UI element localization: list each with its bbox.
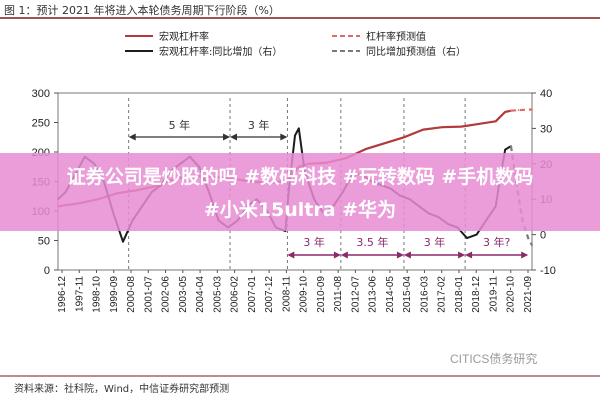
cycle-span-2-head-right xyxy=(280,133,288,141)
downturn-span-3-label: 3 年 xyxy=(424,235,446,249)
x-tick-label: 2014-05 xyxy=(385,276,396,313)
downturn-span-3-head-left xyxy=(403,251,411,259)
y-left-tick-label: 0 xyxy=(44,265,50,277)
series-point-2 xyxy=(294,134,296,137)
y-right-tick-label: -10 xyxy=(540,265,556,277)
series-point-0 xyxy=(504,110,507,113)
series-point-2 xyxy=(122,240,124,243)
series-point-0 xyxy=(460,125,463,128)
legend-label-2: 宏观杠杆率:同比增加（右） xyxy=(159,45,282,58)
x-tick-label: 2020-10 xyxy=(506,276,517,313)
downturn-span-4-head-right xyxy=(521,251,529,259)
x-tick-label: 1999-09 xyxy=(109,276,120,313)
y-right-tick-label: 40 xyxy=(540,88,552,100)
series-point-2 xyxy=(504,148,507,151)
series-point-0 xyxy=(383,142,386,145)
x-tick-label: 2012-07 xyxy=(350,276,361,313)
series-point-1 xyxy=(531,108,533,111)
downturn-span-1-head-left xyxy=(287,251,295,259)
series-point-1 xyxy=(517,109,520,112)
downturn-span-2-head-left xyxy=(340,251,348,259)
x-tick-label: 2008-11 xyxy=(281,276,292,312)
y-right-tick-label: 0 xyxy=(540,230,546,242)
series-point-0 xyxy=(364,148,367,150)
x-tick-label: 2013-06 xyxy=(368,276,379,313)
x-tick-label: 2015-04 xyxy=(402,276,413,313)
x-tick-label: 2005-03 xyxy=(212,276,223,313)
x-tick-label: 2017-02 xyxy=(437,276,448,313)
source-note: 资料来源：社科院，Wind，中信证券研究部预测 xyxy=(14,384,230,395)
y-left-tick-label: 50 xyxy=(38,236,50,248)
cycle-span-2-label: 3 年 xyxy=(248,118,270,132)
x-tick-label: 2007-12 xyxy=(264,276,275,313)
downturn-span-4-label: 3 年? xyxy=(483,235,510,249)
x-tick-label: 2019-11 xyxy=(488,276,499,312)
x-tick-label: 2003-05 xyxy=(178,276,189,313)
x-tick-label: 1997-11 xyxy=(74,276,85,312)
downturn-span-3: 3 年 xyxy=(403,235,466,259)
y-left-tick-label: 250 xyxy=(32,118,50,130)
series-point-2 xyxy=(475,233,478,236)
cycle-span-1-head-right xyxy=(223,133,231,141)
legend-label-0: 宏观杠杆率 xyxy=(159,30,209,43)
cycle-span-1-label: 5 年 xyxy=(169,118,191,132)
series-point-1 xyxy=(510,109,512,112)
downturn-span-4-head-left xyxy=(465,251,473,259)
watermark: CITICS债务研究 xyxy=(450,352,538,366)
x-tick-label: 2009-10 xyxy=(299,276,310,313)
series-point-0 xyxy=(403,136,405,139)
downturn-span-2-label: 3.5 年 xyxy=(356,235,388,249)
series-point-3 xyxy=(527,237,530,240)
x-tick-label: 2007-01 xyxy=(247,276,258,313)
x-tick-label: 2011-08 xyxy=(333,276,344,312)
series-point-2 xyxy=(466,237,468,240)
series-point-0 xyxy=(494,120,497,123)
cycle-span-1: 5 年 xyxy=(128,118,231,141)
y-left-tick-label: 300 xyxy=(32,88,50,100)
overlay-text-line2: #小米15ultra #华为 xyxy=(203,199,397,221)
cycle-span-1-head-left xyxy=(128,133,136,141)
x-tick-label: 2010-09 xyxy=(316,276,327,313)
series-point-3 xyxy=(510,145,512,148)
downturn-span-1-label: 3 年 xyxy=(303,235,325,249)
cycle-span-2: 3 年 xyxy=(230,118,288,141)
series-point-0 xyxy=(441,126,444,129)
cycle-span-2-head-left xyxy=(230,133,238,141)
x-tick-label: 2016-03 xyxy=(419,276,430,313)
series-point-0 xyxy=(479,122,482,125)
downturn-span-3-head-right xyxy=(458,251,466,259)
x-tick-label: 2018-01 xyxy=(454,276,465,313)
legend-label-3: 同比增加预测值（右） xyxy=(366,45,466,58)
y-right-tick-label: 30 xyxy=(540,123,552,135)
downturn-span-1: 3 年 xyxy=(287,235,341,259)
legend-label-1: 杠杆率预测值 xyxy=(366,30,426,43)
series-point-2 xyxy=(297,127,300,130)
x-tick-label: 2006-02 xyxy=(230,276,241,313)
downturn-span-4: 3 年? xyxy=(465,235,529,259)
overlay-text-line1: 证券公司是炒股的吗 #数码科技 #玩转数码 #手机数码 xyxy=(66,166,534,188)
x-tick-label: 2018-12 xyxy=(471,276,482,313)
series-point-0 xyxy=(422,128,424,131)
downturn-span-2-head-right xyxy=(396,251,404,259)
x-tick-label: 1998-10 xyxy=(92,276,103,313)
series-point-3 xyxy=(531,244,533,247)
x-tick-label: 2004-04 xyxy=(195,276,206,313)
x-tick-label: 2021-09 xyxy=(523,276,534,313)
downturn-span-2: 3.5 年 xyxy=(340,235,404,259)
figure-title: 图 1：预计 2021 年将进入本轮债务周期下行阶段（%） xyxy=(4,4,280,17)
x-tick-label: 1996-12 xyxy=(57,276,68,313)
series-line-1 xyxy=(510,108,533,112)
x-tick-label: 2001-07 xyxy=(143,276,154,313)
x-tick-label: 2000-08 xyxy=(126,276,137,313)
downturn-span-1-head-right xyxy=(333,251,341,259)
overlay-banner: 证券公司是炒股的吗 #数码科技 #玩转数码 #手机数码 #小米15ultra #… xyxy=(0,153,600,231)
x-tick-label: 2002-06 xyxy=(161,276,172,313)
